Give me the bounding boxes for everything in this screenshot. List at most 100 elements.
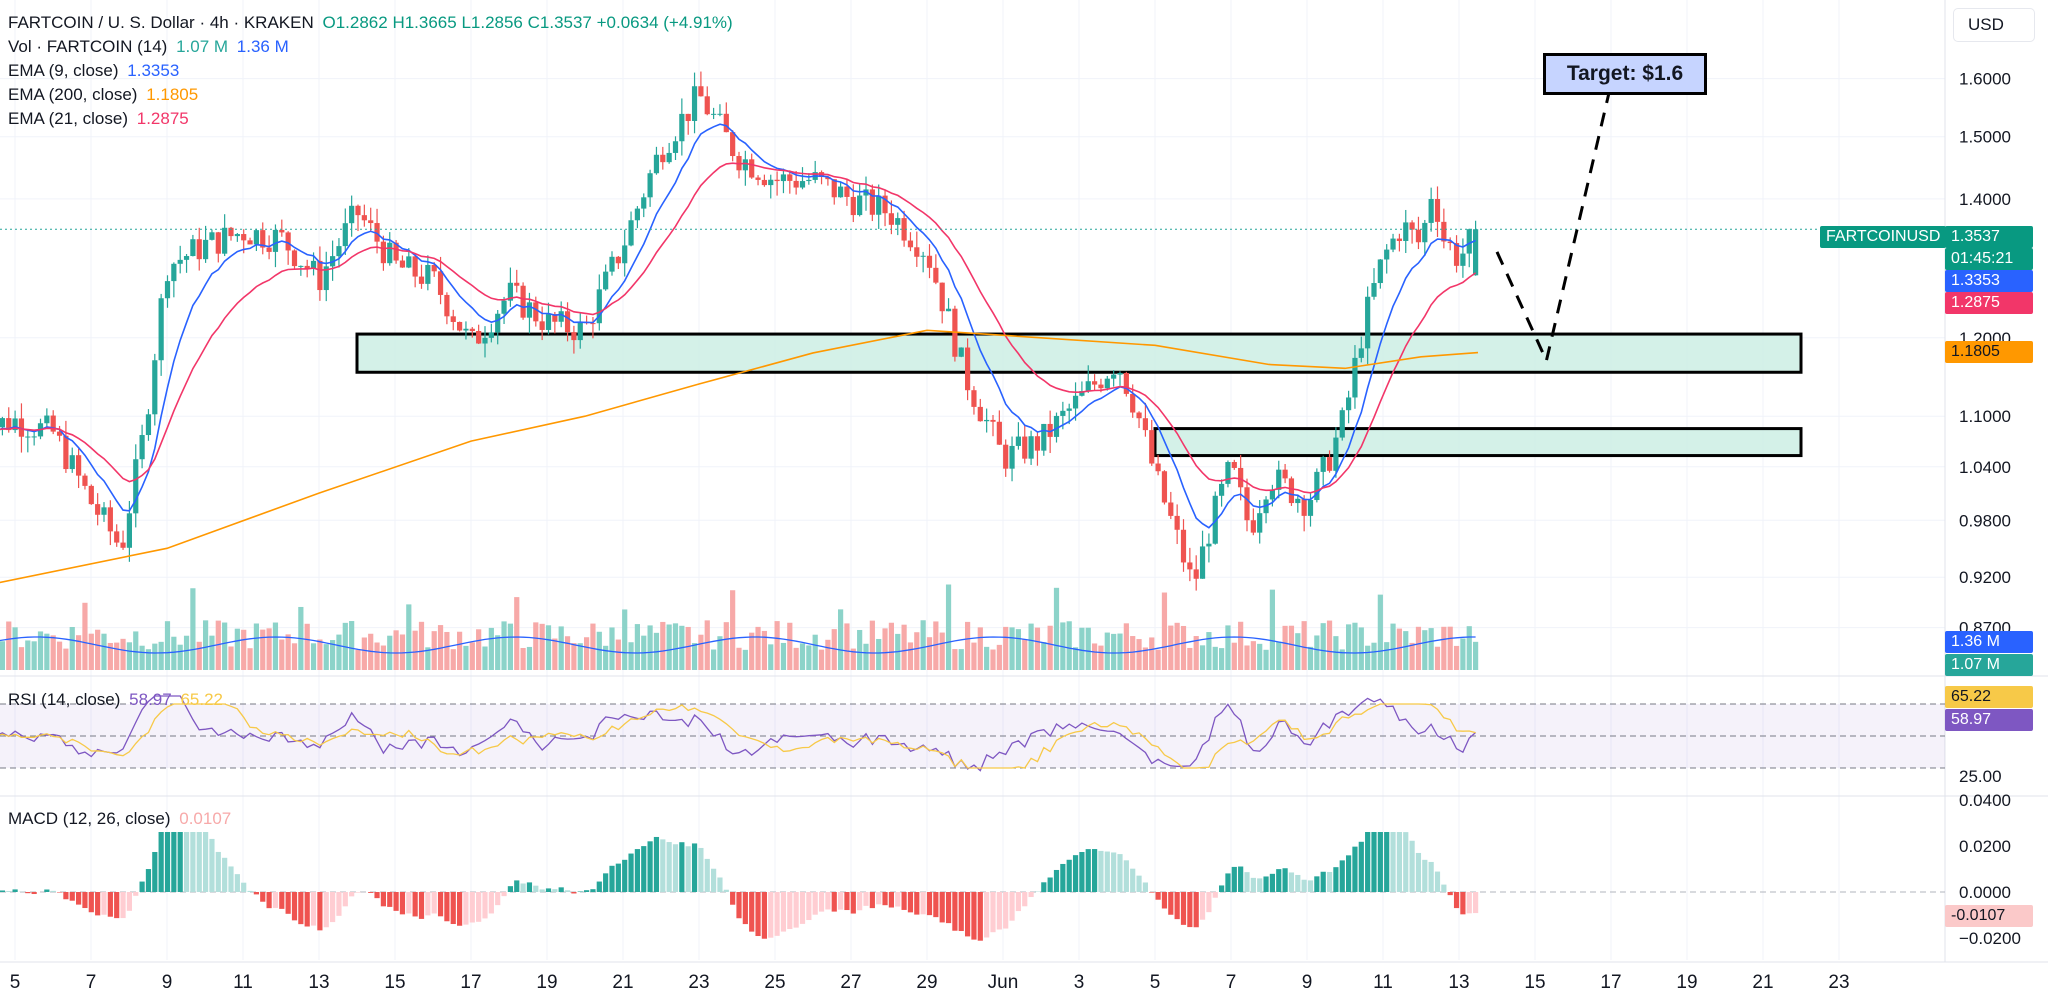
x-tick-label: 11 bbox=[1373, 972, 1393, 993]
candle-body bbox=[1365, 296, 1371, 349]
volume-bar bbox=[361, 637, 367, 670]
candle-body bbox=[418, 276, 425, 284]
macd-histogram-bar bbox=[88, 892, 94, 913]
macd-histogram-bar bbox=[190, 832, 196, 892]
candle-body bbox=[482, 337, 488, 344]
volume-bar bbox=[742, 649, 748, 670]
x-tick-label: 9 bbox=[1302, 972, 1313, 993]
volume-bar bbox=[507, 623, 513, 670]
volume-bar bbox=[926, 637, 933, 670]
macd-histogram-bar bbox=[736, 892, 742, 919]
volume-bar bbox=[1136, 639, 1142, 670]
macd-histogram-bar bbox=[1288, 872, 1295, 892]
candle-body bbox=[1142, 418, 1148, 431]
macd-histogram-bar bbox=[1447, 892, 1453, 896]
candle-body bbox=[1460, 253, 1466, 266]
macd-histogram-bar bbox=[107, 892, 113, 917]
volume-bar bbox=[952, 649, 958, 670]
volume-bar bbox=[272, 622, 279, 670]
candle-body bbox=[888, 213, 894, 225]
candle-body bbox=[304, 265, 310, 269]
volume-bar bbox=[145, 649, 152, 670]
macd-histogram-bar bbox=[564, 890, 571, 892]
candle-body bbox=[958, 347, 964, 357]
macd-histogram-bar bbox=[742, 892, 748, 925]
volume-bar bbox=[603, 645, 609, 670]
macd-histogram-bar bbox=[1371, 832, 1377, 892]
candle-body bbox=[711, 113, 717, 115]
macd-histogram-bar bbox=[933, 892, 939, 918]
volume-bar bbox=[780, 642, 787, 670]
volume-bar bbox=[18, 647, 25, 670]
macd-histogram-bar bbox=[761, 892, 767, 939]
y-tick-label: 0.9200 bbox=[1959, 568, 2011, 587]
x-tick-label: 19 bbox=[1676, 972, 1697, 993]
macd-histogram-bar bbox=[349, 892, 355, 897]
macd-histogram-bar bbox=[1428, 861, 1434, 892]
macd-histogram-bar bbox=[1028, 892, 1034, 898]
candle-body bbox=[412, 256, 418, 277]
macd-histogram-bar bbox=[387, 892, 393, 907]
volume-bar bbox=[1028, 623, 1034, 670]
macd-histogram-bar bbox=[888, 892, 894, 908]
volume-bar bbox=[704, 620, 710, 670]
candle-body bbox=[145, 414, 152, 436]
volume-bar bbox=[787, 622, 793, 670]
macd-histogram-bar bbox=[711, 868, 717, 892]
volume-bar bbox=[863, 643, 869, 670]
x-tick-label: 13 bbox=[1448, 972, 1469, 993]
volume-bar bbox=[1244, 645, 1250, 670]
candle-body bbox=[1269, 489, 1275, 500]
volume-bar bbox=[634, 624, 640, 670]
volume-bar bbox=[1003, 626, 1009, 670]
macd-histogram-bar bbox=[450, 892, 456, 925]
target-label[interactable]: Target: $1.6 bbox=[1543, 53, 1707, 95]
candle-body bbox=[1111, 374, 1117, 379]
macd-histogram-bar bbox=[672, 844, 679, 892]
countdown-tag: 01:45:21 bbox=[1945, 248, 2033, 270]
volume-bar bbox=[660, 621, 666, 670]
candle-body bbox=[609, 256, 615, 272]
macd-histogram-bar bbox=[793, 892, 799, 928]
volume-bar bbox=[463, 645, 469, 670]
candle-body bbox=[507, 282, 513, 301]
x-tick-label: 25 bbox=[764, 972, 785, 993]
volume-bar bbox=[628, 642, 634, 670]
volume-bar bbox=[1142, 647, 1148, 670]
volume-bar bbox=[260, 629, 266, 670]
macd-histogram-bar bbox=[723, 889, 729, 892]
macd-histogram-bar bbox=[514, 880, 520, 892]
macd-histogram-bar bbox=[501, 892, 507, 897]
volume-bar bbox=[37, 631, 44, 670]
macd-histogram-bar bbox=[1174, 892, 1180, 920]
macd-histogram-bar bbox=[196, 832, 202, 892]
volume-bar bbox=[247, 648, 253, 670]
volume-bar bbox=[374, 642, 380, 670]
candle-body bbox=[285, 232, 291, 251]
ema21-label: EMA (21, close) bbox=[8, 109, 128, 128]
macd-histogram-bar bbox=[628, 853, 634, 892]
candle-body bbox=[704, 96, 710, 115]
volume-bar bbox=[1034, 627, 1041, 670]
macd-histogram-bar bbox=[984, 892, 990, 938]
macd-histogram-bar bbox=[0, 890, 5, 892]
volume-ma-value: 1.36 M bbox=[236, 37, 289, 56]
volume-bar bbox=[1225, 625, 1231, 670]
macd-histogram-bar bbox=[755, 892, 761, 937]
macd-histogram-bar bbox=[1326, 871, 1333, 892]
candle-body bbox=[730, 132, 736, 157]
macd-histogram-bar bbox=[241, 882, 247, 892]
volume-bar bbox=[183, 635, 190, 670]
candle-body bbox=[44, 415, 50, 424]
candle-body bbox=[831, 179, 837, 198]
macd-histogram-bar bbox=[990, 892, 996, 933]
candle-body bbox=[222, 227, 228, 254]
volume-bar bbox=[711, 649, 717, 670]
macd-histogram-bar bbox=[939, 892, 945, 923]
macd-histogram-bar bbox=[304, 892, 310, 927]
currency-button[interactable]: USD bbox=[1954, 9, 2034, 41]
macd-histogram-bar bbox=[1149, 892, 1155, 893]
volume-value: 1.07 M bbox=[176, 37, 229, 56]
volume-bar bbox=[139, 645, 145, 670]
